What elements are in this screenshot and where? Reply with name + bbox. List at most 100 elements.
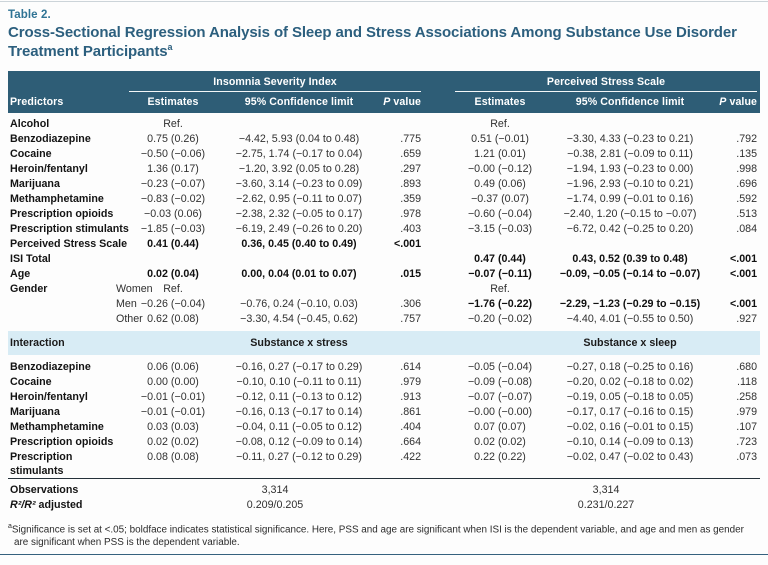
footnote-marker: a <box>8 522 12 530</box>
pss-estimate-cell: −3.15 (−0.03) <box>467 222 533 235</box>
isi-pvalue-cell <box>378 282 424 297</box>
table-row: Prescription stimulants 0.08 (0.08) −0.11,… <box>8 450 760 479</box>
table-row: Prescription stimulants −1.85 (−0.03) −6.1… <box>8 222 760 237</box>
column-gap-cell <box>424 132 452 147</box>
predictor-cell: Methamphetamine <box>8 420 126 435</box>
isi-pvalue-cell: .775 <box>400 132 422 145</box>
col-header-pss-confidence: 95% Confidence limit <box>548 91 713 113</box>
table-row: Marijuana −0.23 (−0.07) −3.60, 3.14 (−0.23… <box>8 177 760 192</box>
pss-estimate-cell: 1.21 (0.01) <box>474 147 526 160</box>
pss-pvalue-cell: .592 <box>736 192 758 205</box>
isi-ci-cell: −0.08, 0.12 (−0.09 to 0.14) <box>235 435 363 448</box>
predictor-cell: Marijuana <box>8 405 126 420</box>
column-gap-cell <box>424 192 452 207</box>
predictor-label: Heroin/fentanyl <box>10 162 88 175</box>
interaction-header-section: Interaction Substance x stress Substance… <box>8 330 761 355</box>
table-row: Men −0.26 (−0.04) −0.76, 0.24 (−0.10, 0.03… <box>8 297 760 312</box>
pss-group-header: Perceived Stress Scale <box>452 70 761 92</box>
predictor-cell: Prescription stimulants <box>8 450 126 479</box>
predictor-cell: Prescription opioids <box>8 207 126 222</box>
isi-group-title: Insomnia Severity Index <box>129 71 422 92</box>
predictor-label: Marijuana <box>10 405 60 418</box>
pss-estimate-cell: −0.20 (−0.02) <box>467 312 533 325</box>
isi-ci-cell: −6.19, 2.49 (−0.26 to 0.20) <box>235 222 363 235</box>
pss-pvalue-cell: .513 <box>736 207 758 220</box>
predictor-sublabel: Other <box>116 312 143 325</box>
pss-ci-cell: −6.72, 0.42 (−0.25 to 0.20) <box>566 222 694 235</box>
sum-gap <box>424 477 453 498</box>
observations-label: Observations <box>8 477 126 498</box>
r-squared-label-rest: adjusted <box>35 498 83 511</box>
r-squared-pss-value: 0.231/0.227 <box>577 498 635 511</box>
pss-pvalue-cell: .258 <box>736 390 758 403</box>
pss-pvalue-cell: .979 <box>736 405 758 418</box>
predictor-cell: Marijuana <box>8 177 126 192</box>
pss-ci-cell: −3.30, 4.33 (−0.23 to 0.21) <box>566 132 694 145</box>
group-header-spacer <box>8 70 126 92</box>
isi-ci-cell: −4.42, 5.93 (0.04 to 0.48) <box>238 132 360 145</box>
predictor-label: ISI Total <box>10 252 51 265</box>
pss-estimate-cell <box>452 237 548 252</box>
table-row: Methamphetamine −0.83 (−0.02) −2.62, 0.95 … <box>8 192 760 207</box>
column-gap-cell <box>424 267 452 282</box>
pss-ci-cell: −1.96, 2.93 (−0.10 to 0.21) <box>566 177 694 190</box>
pss-ci-cell <box>548 113 712 132</box>
isi-estimate-cell: 0.06 (0.06) <box>147 360 199 373</box>
isi-pvalue-cell: .861 <box>400 405 422 418</box>
r-squared-row: R²/R² adjusted 0.209/0.205 0.231/0.227 <box>8 498 760 513</box>
r-squared-isi-value: 0.209/0.205 <box>246 498 304 511</box>
isi-pvalue-cell: .297 <box>400 162 422 175</box>
isi-ci-cell: −0.12, 0.11 (−0.13 to 0.12) <box>236 390 362 403</box>
isi-ci-cell <box>220 113 378 132</box>
isi-estimate-cell: Ref. <box>163 117 183 130</box>
predictor-cell: Methamphetamine <box>8 192 126 207</box>
predictor-cell: Heroin/fentanyl <box>8 390 126 405</box>
isi-estimate-cell: 0.02 (0.02) <box>147 435 199 448</box>
isi-ci-cell: −0.16, 0.27 (−0.17 to 0.29) <box>235 360 363 373</box>
column-gap-cell <box>424 177 452 192</box>
p-rest: value <box>726 96 758 109</box>
isi-pvalue-cell: .306 <box>400 297 422 310</box>
isi-ci-cell <box>220 282 378 297</box>
isi-pvalue-cell: .015 <box>400 267 422 280</box>
predictor-label: Benzodiazepine <box>10 360 91 373</box>
predictor-cell: Heroin/fentanyl <box>8 162 126 177</box>
page-title: Cross-Sectional Regression Analysis of S… <box>8 24 756 62</box>
predictor-label: Age <box>10 267 31 280</box>
isi-ci-cell: −0.16, 0.13 (−0.17 to 0.14) <box>235 405 363 418</box>
col-header-isi-estimates: Estimates <box>126 91 220 113</box>
pss-pvalue-cell: .073 <box>736 450 758 463</box>
interaction-label: Interaction <box>8 330 126 355</box>
table-row: Cocaine 0.00 (0.00) −0.10, 0.10 (−0.11 to … <box>8 375 760 390</box>
isi-estimate-cell: −1.85 (−0.03) <box>140 222 206 235</box>
predictor-cell: Perceived Stress Scale <box>8 237 127 252</box>
band-empty-cell <box>452 330 549 355</box>
isi-estimate-cell: 0.08 (0.08) <box>147 450 199 463</box>
table-row: Prescription opioids 0.02 (0.02) −0.08, 0.… <box>8 435 760 450</box>
pss-estimate-cell: 0.07 (0.07) <box>474 420 526 433</box>
main-rows: Alcohol Ref. Ref. Benzodiazepine 0.75 (0.26)… <box>8 113 760 331</box>
predictor-label: Prescription opioids <box>10 435 114 448</box>
col-header-isi-pvalue: P value <box>378 91 425 113</box>
pss-ci-cell: −0.02, 0.16 (−0.01 to 0.15) <box>566 420 694 433</box>
table-row: Alcohol Ref. Ref. <box>8 113 760 132</box>
pss-estimate-cell: −0.60 (−0.04) <box>467 207 533 220</box>
column-gap-cell <box>424 435 452 450</box>
col-gap <box>424 91 453 113</box>
column-gap-cell <box>424 375 452 390</box>
band-empty-cell <box>126 330 220 355</box>
isi-estimate-cell: Ref. <box>163 282 183 295</box>
footnote-text: Significance is set at <.05; boldface in… <box>11 523 744 548</box>
table-row: Cocaine −0.50 (−0.06) −2.75, 1.74 (−0.17 t… <box>8 147 760 162</box>
pss-pvalue-cell: .118 <box>737 375 758 388</box>
column-gap-cell <box>424 390 452 405</box>
pss-estimate-cell: Ref. <box>490 117 510 130</box>
column-gap-cell <box>424 282 452 297</box>
predictor-cell: Age <box>8 267 126 282</box>
pss-estimate-cell: 0.22 (0.22) <box>474 450 526 463</box>
pss-ci-cell: 0.43, 0.52 (0.39 to 0.48) <box>572 252 688 265</box>
pss-ci-cell: −0.17, 0.17 (−0.16 to 0.15) <box>566 405 694 418</box>
isi-ci-cell: 0.00, 0.04 (0.01 to 0.07) <box>241 267 357 280</box>
predictor-cell: Cocaine <box>8 147 126 162</box>
table-row: Marijuana −0.01 (−0.01) −0.16, 0.13 (−0.17… <box>8 405 760 420</box>
